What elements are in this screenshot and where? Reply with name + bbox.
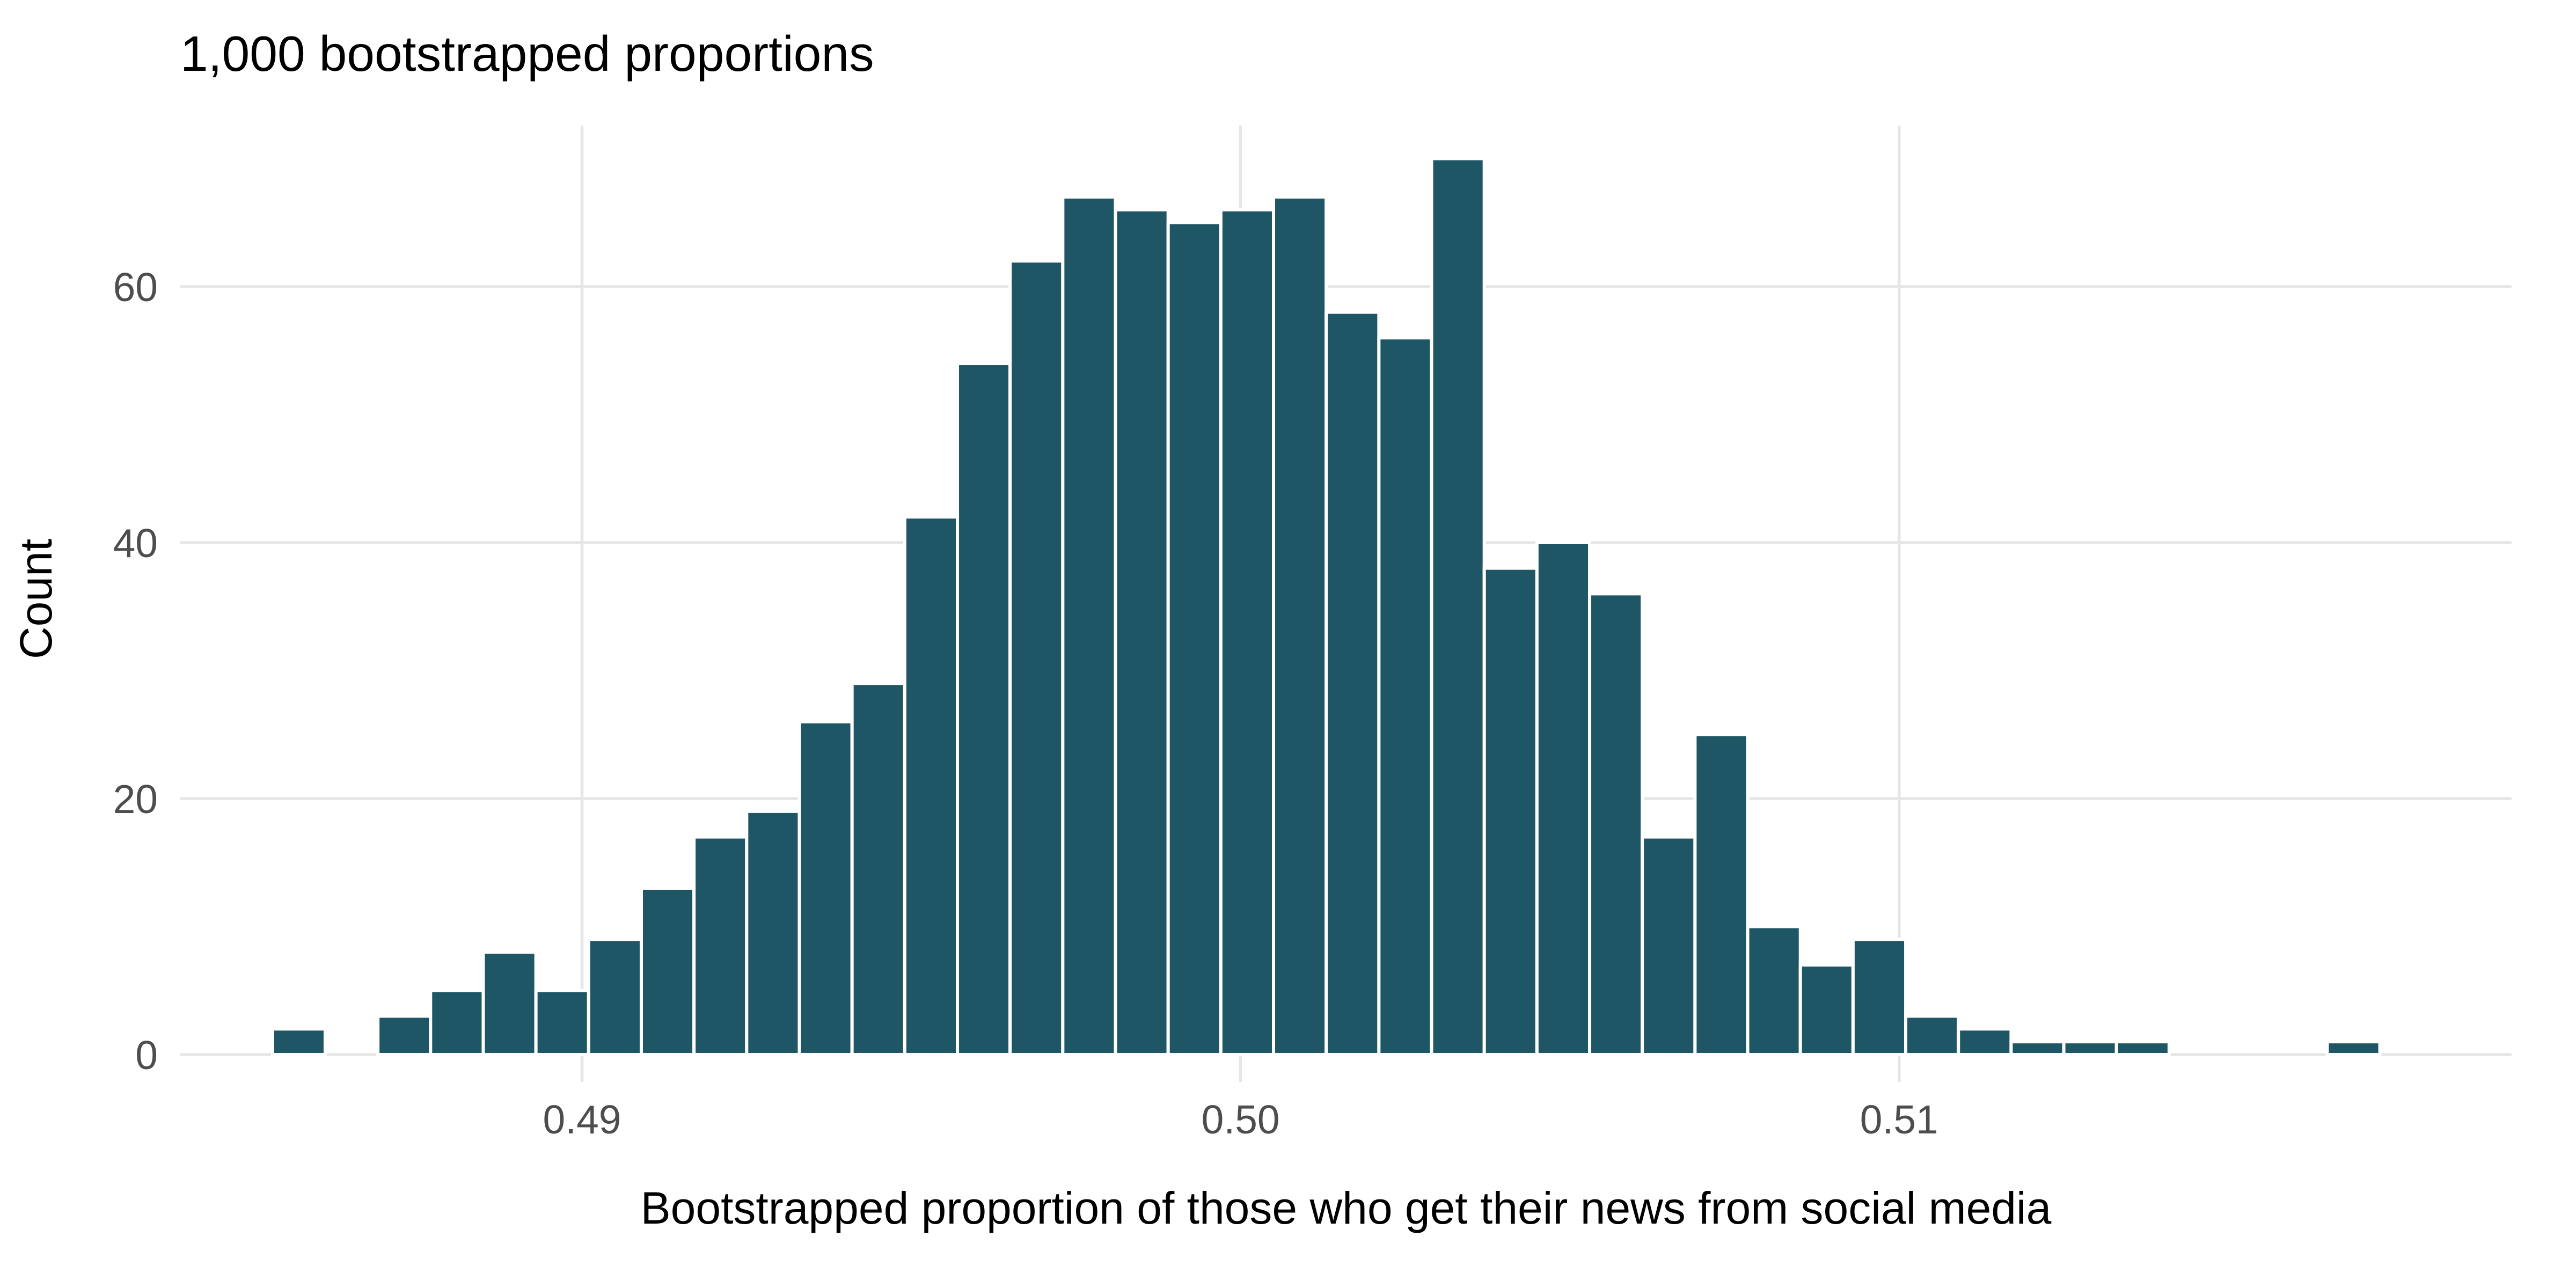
x-tick-label: 0.50 bbox=[1202, 1097, 1280, 1142]
histogram-bar bbox=[745, 809, 801, 1057]
histogram-bar bbox=[2114, 1040, 2171, 1056]
histogram-bar bbox=[850, 682, 906, 1057]
histogram-bar bbox=[1693, 733, 1750, 1056]
histogram-bar bbox=[2009, 1040, 2066, 1056]
x-tick-label: 0.49 bbox=[543, 1097, 621, 1142]
histogram-bar bbox=[639, 886, 696, 1057]
histogram-bar bbox=[1008, 259, 1065, 1056]
y-tick-label: 20 bbox=[113, 777, 158, 822]
histogram-bar bbox=[1851, 938, 1908, 1057]
histogram-bar bbox=[1482, 566, 1539, 1056]
histogram-bar bbox=[534, 989, 590, 1056]
histogram-bar bbox=[429, 989, 485, 1056]
histogram-bar bbox=[270, 1027, 327, 1056]
histogram-bar bbox=[1324, 310, 1381, 1056]
histogram-bar bbox=[1166, 221, 1223, 1056]
histogram-bar bbox=[903, 515, 959, 1056]
y-axis-tick-labels: 0 20 40 60 bbox=[113, 265, 158, 1078]
histogram-bar bbox=[1061, 195, 1117, 1057]
histogram-bar bbox=[1114, 208, 1170, 1057]
histogram-bar bbox=[1272, 195, 1328, 1057]
histogram-bar bbox=[587, 938, 643, 1057]
histogram-bar bbox=[1904, 1014, 1960, 1057]
histogram-bar bbox=[481, 950, 538, 1057]
histogram-bar bbox=[1957, 1027, 2013, 1056]
histogram-bar bbox=[1641, 835, 1697, 1056]
histogram-bar bbox=[1535, 541, 1592, 1056]
y-tick-label: 0 bbox=[135, 1033, 158, 1078]
y-tick-label: 60 bbox=[113, 265, 158, 310]
histogram-bar bbox=[1219, 208, 1276, 1057]
histogram-bar bbox=[1430, 157, 1486, 1056]
histogram-bar bbox=[797, 720, 854, 1056]
x-tick-label: 0.51 bbox=[1860, 1097, 1938, 1142]
histogram-bars bbox=[270, 157, 2382, 1057]
histogram-bar bbox=[376, 1014, 433, 1057]
histogram-bar bbox=[1798, 963, 1855, 1056]
y-tick-label: 40 bbox=[113, 521, 158, 566]
x-axis-title: Bootstrapped proportion of those who get… bbox=[641, 1183, 2052, 1233]
histogram-bar bbox=[1377, 336, 1433, 1057]
x-axis-tick-labels: 0.49 0.50 0.51 bbox=[543, 1097, 1938, 1142]
histogram-bar bbox=[1746, 925, 1802, 1056]
histogram-bar bbox=[2062, 1040, 2118, 1056]
histogram-bar bbox=[1588, 592, 1644, 1056]
histogram-bar bbox=[2325, 1040, 2382, 1056]
chart-title: 1,000 bootstrapped proportions bbox=[180, 26, 874, 82]
y-axis-title: Count bbox=[11, 539, 61, 659]
histogram-bar bbox=[692, 835, 749, 1056]
histogram-bar bbox=[956, 362, 1012, 1056]
